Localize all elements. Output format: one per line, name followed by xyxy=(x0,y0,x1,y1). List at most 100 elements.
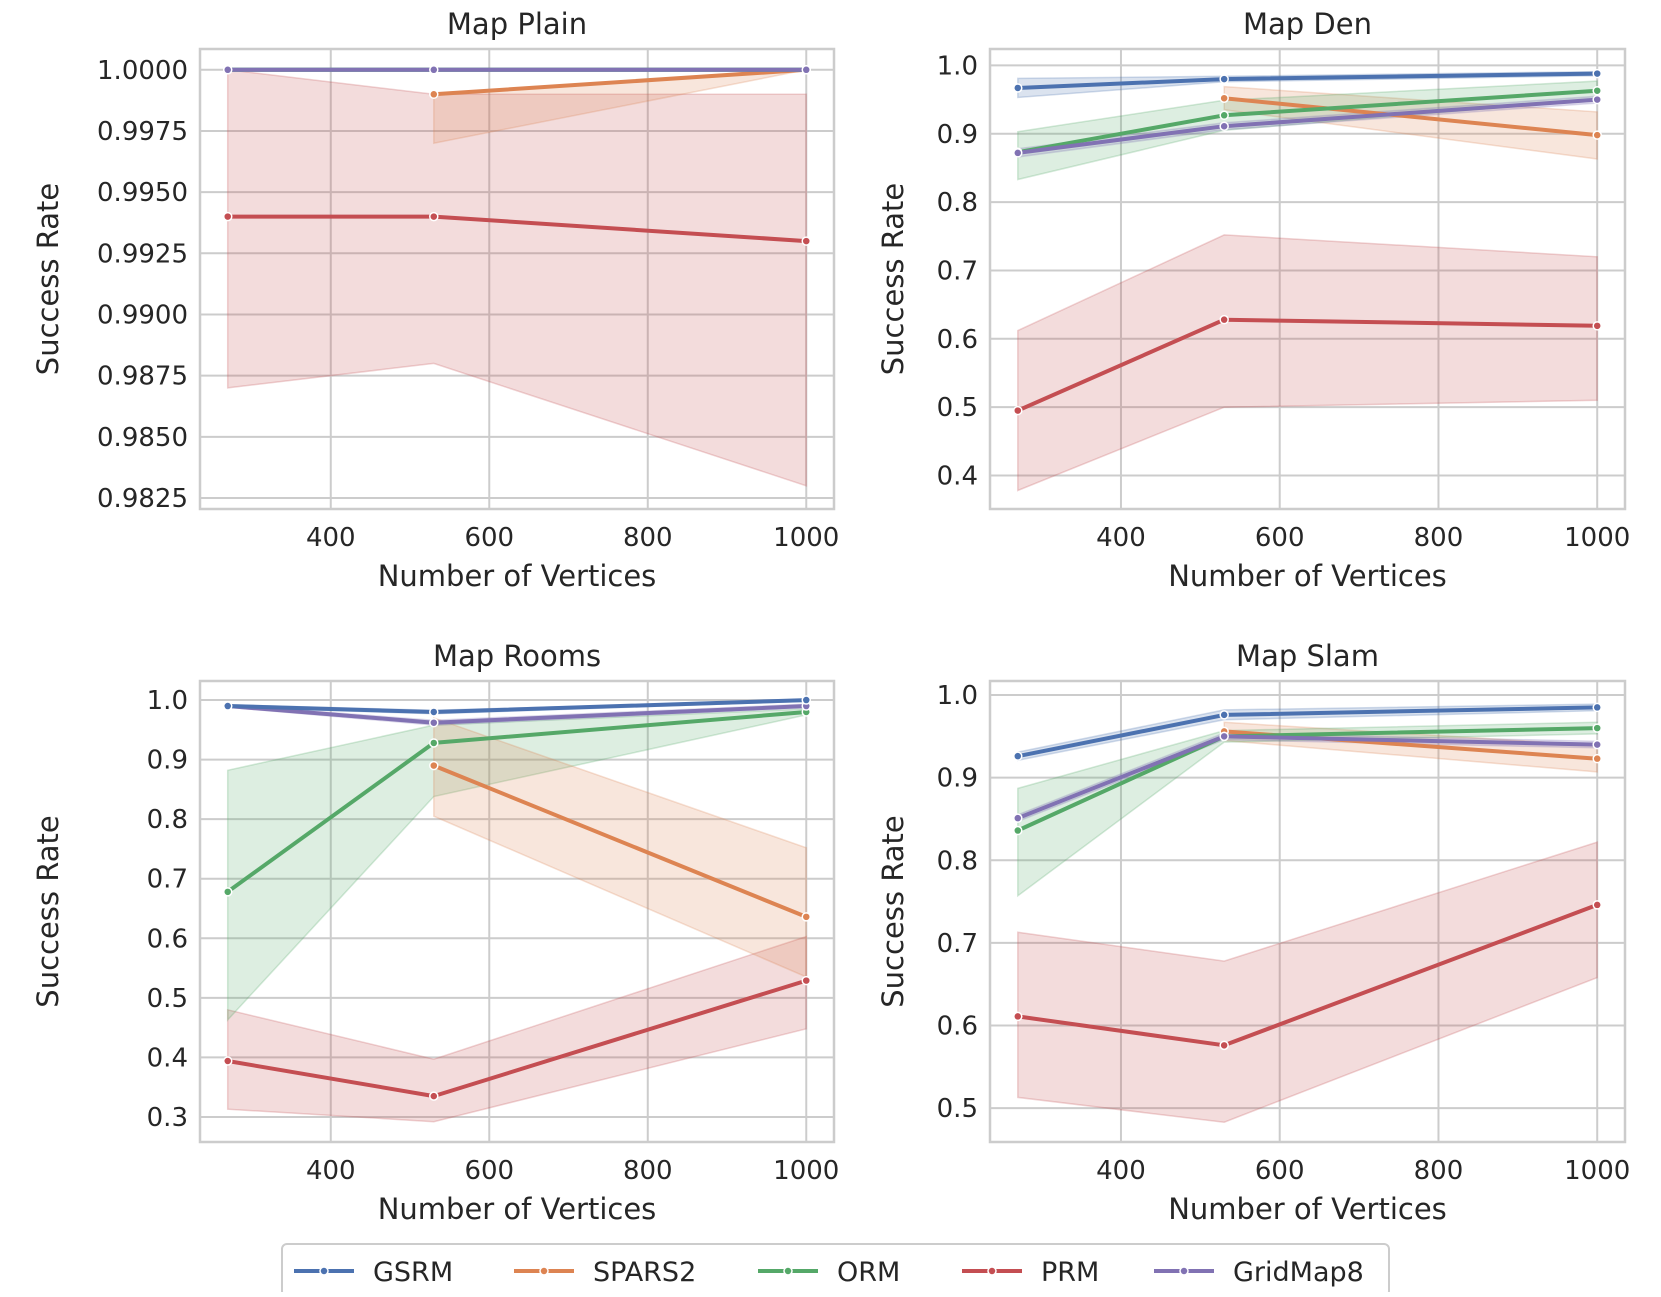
y-tick-label: 0.9925 xyxy=(97,239,188,269)
point-prm xyxy=(429,211,439,222)
point-spars2 xyxy=(429,89,439,100)
point-gsrm xyxy=(1592,68,1602,79)
plot-background xyxy=(200,681,834,1142)
y-tick-label: 0.8 xyxy=(937,846,978,876)
x-tick-label: 600 xyxy=(464,523,514,553)
y-tick-label: 0.7 xyxy=(937,929,978,959)
point-prm xyxy=(429,1091,439,1101)
legend-marker xyxy=(539,1266,549,1276)
x-tick-label: 1000 xyxy=(1564,1156,1630,1186)
legend-marker xyxy=(783,1266,793,1276)
point-orm xyxy=(222,887,233,897)
y-tick-label: 0.9 xyxy=(937,764,978,794)
point-gridmap8 xyxy=(1592,739,1602,750)
legend: GSRM SPARS2 ORM PRM GridMap8 xyxy=(281,1243,1390,1297)
y-tick-label: 0.7 xyxy=(937,256,978,286)
y-tick-label: 1.0 xyxy=(937,51,978,81)
y-tick-label: 0.5 xyxy=(937,393,978,423)
plot-frame xyxy=(198,47,836,511)
x-tick-label: 800 xyxy=(623,523,673,553)
x-axis-label: Number of Vertices xyxy=(378,1192,657,1226)
y-tick-label: 0.4 xyxy=(147,1043,188,1073)
x-tick-label: 400 xyxy=(306,1156,356,1186)
point-prm xyxy=(1219,1040,1229,1051)
y-tick-label: 0.9850 xyxy=(97,423,188,453)
y-tick-label: 0.9 xyxy=(937,120,978,150)
y-tick-label: 0.6 xyxy=(147,924,188,954)
point-spars2 xyxy=(429,760,439,771)
line-spars2 xyxy=(431,67,809,97)
x-tick-label: 1000 xyxy=(1564,523,1630,553)
y-tick-label: 0.3 xyxy=(147,1103,188,1133)
subplot-title: Map Slam xyxy=(1236,639,1379,673)
point-orm xyxy=(1219,110,1229,121)
point-gsrm xyxy=(222,701,233,711)
x-tick-label: 800 xyxy=(1414,523,1464,553)
x-tick-label: 600 xyxy=(1255,1156,1305,1186)
point-prm xyxy=(1219,314,1229,325)
legend-label: PRM xyxy=(1041,1257,1099,1288)
x-axis-label: Number of Vertices xyxy=(1168,559,1447,593)
line-spars2 xyxy=(1222,96,1600,138)
y-tick-label: 0.7 xyxy=(147,865,188,895)
y-tick-label: 0.9950 xyxy=(97,178,188,208)
legend-marker xyxy=(1179,1266,1189,1276)
band-prm xyxy=(226,935,808,1123)
point-orm xyxy=(1592,85,1602,96)
legend-marker xyxy=(319,1266,329,1276)
x-tick-label: 800 xyxy=(1414,1156,1464,1186)
legend-marker xyxy=(987,1266,997,1276)
point-prm xyxy=(1592,900,1602,910)
subplot-1: 400 600 800 1000 0.9825 0.9850 0.9875 0.9900 0.9… xyxy=(31,7,839,593)
point-gridmap8 xyxy=(429,65,439,75)
y-tick-label: 0.8 xyxy=(937,188,978,218)
point-spars2 xyxy=(1592,130,1602,140)
x-tick-label: 800 xyxy=(623,1156,673,1186)
band-prm xyxy=(1017,841,1598,1123)
point-gridmap8 xyxy=(801,65,812,75)
point-gsrm xyxy=(1219,74,1229,84)
legend-label: ORM xyxy=(837,1257,900,1288)
subplot-2: 400 600 800 1000 0.4 0.5 0.6 0.7 0.8 0.9 1.0 Map De… xyxy=(876,7,1630,593)
legend-item-prm: PRM xyxy=(962,1257,1099,1288)
point-prm xyxy=(1592,321,1602,331)
point-prm xyxy=(801,236,812,246)
y-tick-label: 0.5 xyxy=(147,984,188,1014)
y-axis-label: Success Rate xyxy=(876,815,910,1007)
point-orm xyxy=(429,738,439,748)
y-tick-label: 1.0 xyxy=(147,686,188,716)
point-spars2 xyxy=(801,912,812,922)
point-prm xyxy=(222,1056,233,1066)
y-tick-label: 0.9975 xyxy=(97,117,188,147)
plot-background xyxy=(990,681,1625,1142)
y-tick-label: 0.8 xyxy=(147,805,188,835)
y-tick-label: 1.0000 xyxy=(97,56,188,86)
point-gridmap8 xyxy=(1219,731,1229,742)
point-gsrm xyxy=(801,695,812,705)
x-tick-label: 600 xyxy=(1255,523,1305,553)
y-tick-label: 0.9900 xyxy=(97,300,188,330)
x-axis-label: Number of Vertices xyxy=(378,559,657,593)
subplot-title: Map Rooms xyxy=(433,639,601,673)
subplot-3: 400 600 800 1000 0.3 0.4 0.5 0.6 0.7 0.8 0.9 1.0 Map… xyxy=(31,639,839,1226)
plot-frame xyxy=(198,679,836,1144)
y-tick-label: 0.4 xyxy=(937,462,978,492)
x-tick-label: 400 xyxy=(1096,523,1146,553)
legend-item-gridmap8: GridMap8 xyxy=(1154,1257,1364,1288)
point-spars2 xyxy=(1592,753,1602,764)
y-tick-label: 0.9 xyxy=(147,746,188,776)
y-tick-label: 1.0 xyxy=(937,681,978,711)
x-tick-label: 400 xyxy=(306,523,356,553)
legend-item-orm: ORM xyxy=(758,1257,900,1288)
point-gridmap8 xyxy=(222,65,233,75)
legend-label: SPARS2 xyxy=(593,1257,696,1288)
line-spars2 xyxy=(431,763,809,919)
legend-item-gsrm: GSRM xyxy=(294,1257,453,1288)
point-gsrm xyxy=(1013,83,1023,93)
plot-background xyxy=(200,49,834,509)
x-tick-label: 1000 xyxy=(773,1156,839,1186)
point-prm xyxy=(1013,1011,1023,1022)
x-tick-label: 600 xyxy=(464,1156,514,1186)
